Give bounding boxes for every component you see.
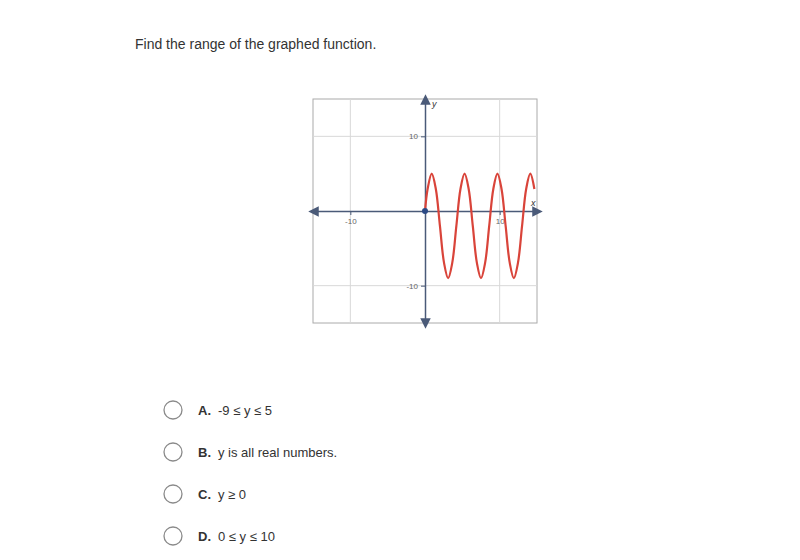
chart: -1010-1010yx: [313, 99, 538, 324]
option-letter: C.: [198, 487, 211, 502]
grid: [313, 99, 537, 323]
plot-frame: [313, 99, 537, 323]
option-text: -9 ≤ y ≤ 5: [218, 403, 272, 418]
radio-button[interactable]: [164, 401, 182, 419]
x-axis-title: x: [530, 198, 536, 208]
x-tick-label: -10: [345, 217, 357, 226]
y-axis-title: y: [431, 99, 437, 109]
option-text: 0 ≤ y ≤ 10: [218, 529, 275, 544]
y-tick-label: -10: [406, 282, 418, 291]
background: [0, 0, 800, 560]
x-tick-mark: [500, 211, 501, 215]
page: Find the range of the graphed function. -…: [0, 0, 800, 560]
option-text: y is all real numbers.: [218, 445, 337, 460]
option-letter: D.: [198, 529, 211, 544]
y-tick: -10: [406, 282, 425, 291]
option[interactable]: D. 0 ≤ y ≤ 10: [164, 527, 275, 545]
y-tick-label: 10: [409, 132, 418, 141]
y-tick-mark: [421, 136, 425, 137]
option-letter: A.: [198, 403, 211, 418]
radio-button[interactable]: [164, 485, 182, 503]
x-tick: -10: [345, 211, 357, 226]
option[interactable]: C. y ≥ 0: [164, 485, 246, 503]
option[interactable]: A. -9 ≤ y ≤ 5: [164, 401, 272, 419]
radio-button[interactable]: [164, 443, 182, 461]
options: A. -9 ≤ y ≤ 5 B. y is all real numbers. C. y …: [164, 401, 337, 545]
question-text: Find the range of the graphed function.: [135, 36, 376, 52]
start-point: [422, 208, 428, 214]
option-text: y ≥ 0: [218, 487, 246, 502]
y-tick-mark: [421, 286, 425, 287]
x-tick-mark: [350, 211, 351, 215]
function-curve: [425, 174, 534, 279]
y-tick: 10: [409, 132, 425, 141]
radio-button[interactable]: [164, 527, 182, 545]
plot-marks: [422, 174, 534, 279]
option[interactable]: B. y is all real numbers.: [164, 443, 337, 461]
option-letter: B.: [198, 445, 211, 460]
